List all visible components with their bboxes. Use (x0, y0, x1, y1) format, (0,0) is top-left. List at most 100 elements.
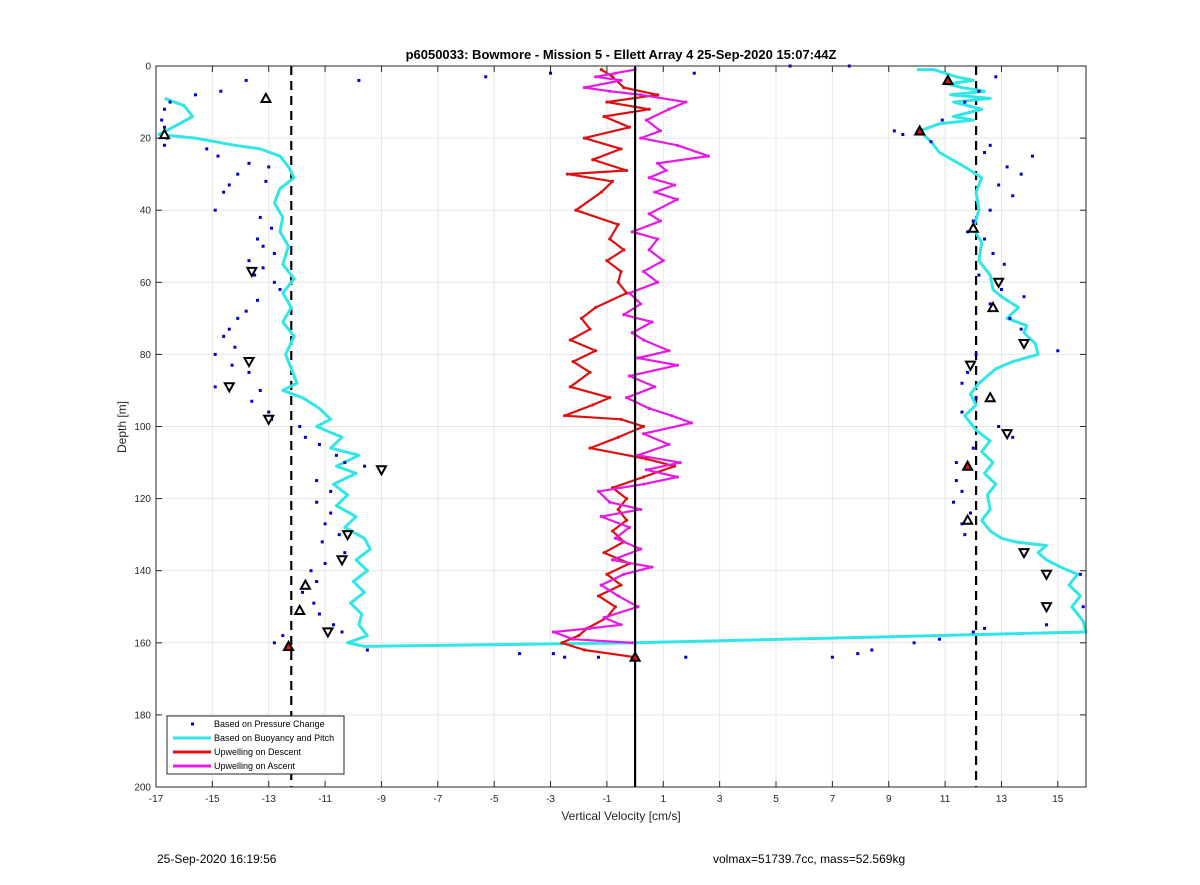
triangle-up-marker (967, 221, 980, 233)
pressure-change-point (317, 443, 321, 447)
x-tick-label: 7 (830, 794, 836, 805)
pressure-change-point (1056, 349, 1060, 353)
pressure-change-point (549, 71, 553, 75)
x-tick-label: -1 (602, 794, 611, 805)
triangle-up-marker (913, 124, 926, 136)
x-tick-label: 1 (660, 794, 666, 805)
descent-line-vertex (625, 291, 629, 295)
triangle-up-marker (293, 603, 306, 615)
descent-line-vertex (588, 327, 592, 331)
pressure-change-point (278, 288, 282, 292)
triangle-down-marker (262, 414, 275, 426)
pressure-change-point (977, 89, 981, 93)
descent-line-vertex (577, 633, 581, 638)
descent-line-vertex (605, 259, 609, 263)
ascent-line-vertex (622, 313, 626, 317)
ascent-line-vertex (675, 475, 679, 479)
ascent-line-vertex (641, 269, 646, 274)
pressure-change-point (255, 298, 259, 302)
pressure-change-point (830, 655, 834, 659)
ascent-line-vertex (613, 71, 617, 75)
ascent-line-vertex (625, 396, 629, 400)
legend: Based on Pressure Change Based on Buoyanc… (166, 715, 345, 775)
triangle-down-marker (341, 530, 354, 542)
pressure-change-point (222, 334, 226, 338)
pressure-change-point (315, 500, 319, 504)
pressure-change-point (264, 179, 268, 183)
pressure-change-point (281, 634, 285, 638)
triangle-up-marker (984, 391, 997, 403)
ascent-line-vertex (630, 230, 634, 234)
pressure-change-point (267, 165, 271, 169)
descent-line-vertex (605, 572, 609, 576)
ascent-line-vertex (647, 406, 651, 411)
ascent-line-vertex (619, 623, 623, 627)
triangle-down-marker (321, 627, 335, 639)
y-tick-label: 100 (134, 422, 151, 433)
pressure-change-point (329, 511, 333, 515)
pressure-change-point (952, 500, 956, 504)
pressure-change-point (162, 143, 166, 147)
ascent-line-vertex (684, 100, 688, 104)
ascent-line-vertex (647, 176, 651, 180)
pressure-change-point (205, 147, 209, 151)
pressure-change-point (971, 446, 975, 450)
pressure-change-point (337, 533, 341, 537)
ascent-line-vertex (650, 565, 654, 569)
pressure-change-point (301, 590, 305, 594)
descent-line-vertex (571, 360, 575, 364)
ascent-line-vertex (627, 291, 632, 295)
pressure-change-point (1078, 572, 1082, 576)
x-tick-label: 5 (773, 794, 779, 805)
ascent-line-vertex (639, 302, 643, 306)
triangle-down-marker (964, 360, 977, 372)
pressure-change-point (960, 410, 964, 414)
ascent-line-vertex (613, 536, 617, 540)
ascent-line-vertex (675, 143, 679, 147)
pressure-change-point (988, 208, 992, 212)
pressure-change-point (227, 183, 231, 187)
ascent-line-vertex (616, 594, 620, 598)
ascent-line-vertex (647, 248, 651, 252)
descent-line-vertex (602, 114, 606, 119)
descent-line-vertex (619, 269, 623, 274)
pressure-change-point (213, 385, 217, 389)
pressure-change-point (236, 316, 240, 320)
x-tick-label: 13 (996, 794, 1008, 805)
triangle-down-marker (223, 382, 236, 394)
pressure-change-point (963, 533, 967, 537)
pressure-change-point (684, 655, 688, 659)
ascent-line-vertex (551, 630, 555, 634)
pressure-change-point (1045, 623, 1049, 627)
pressure-change-point (213, 352, 217, 356)
pressure-change-point (303, 435, 307, 439)
ascent-line-vertex (675, 197, 679, 201)
footer-timestamp: 25-Sep-2020 16:19:56 (157, 852, 277, 866)
ascent-line-vertex (627, 525, 632, 530)
descent-line-vertex (641, 475, 646, 479)
pressure-change-point (596, 655, 600, 659)
descent-line-vertex (622, 86, 626, 90)
descent-line-vertex (579, 316, 584, 320)
y-tick-label: 180 (134, 710, 151, 721)
y-tick-label: 200 (134, 783, 151, 794)
pressure-change-point (340, 630, 344, 634)
pressure-change-point (997, 183, 1001, 187)
x-tick-label: -5 (490, 794, 499, 805)
descent-line-vertex (574, 208, 578, 212)
pressure-change-point (983, 237, 987, 241)
ascent-line-vertex (639, 93, 643, 97)
ascent-line-vertex (656, 280, 660, 284)
pressure-change-point (332, 623, 336, 627)
triangle-down-marker (375, 465, 388, 477)
pressure-change-point (247, 161, 251, 165)
pressure-change-point (1005, 165, 1009, 169)
pressure-change-point (988, 302, 992, 306)
x-tick-label: -15 (205, 794, 220, 805)
descent-line-vertex (596, 594, 601, 598)
descent-line-vertex (568, 338, 572, 342)
pressure-change-point (966, 370, 970, 374)
descent-line-vertex (608, 396, 612, 400)
pressure-change-point (162, 107, 166, 111)
ascent-line-vertex (641, 432, 646, 436)
